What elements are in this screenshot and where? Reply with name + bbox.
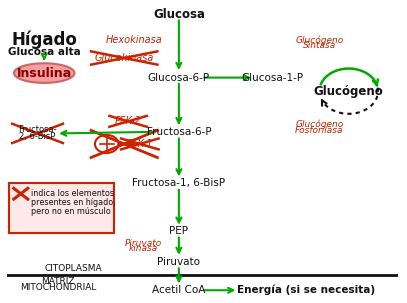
Text: Piruvato: Piruvato: [125, 239, 162, 248]
Text: Fructosa-1, 6-BisP: Fructosa-1, 6-BisP: [132, 178, 225, 188]
Text: Glucosa-6-P: Glucosa-6-P: [148, 73, 210, 83]
Text: Glucógeno: Glucógeno: [295, 120, 344, 129]
Text: presentes en hígado,: presentes en hígado,: [31, 198, 115, 207]
Text: PEP: PEP: [169, 226, 188, 236]
Text: indica los elementos: indica los elementos: [31, 189, 114, 198]
Text: Glucosa-1-P: Glucosa-1-P: [241, 73, 304, 83]
Text: MATRIZ: MATRIZ: [41, 277, 74, 286]
Text: Acetil CoA: Acetil CoA: [152, 285, 206, 295]
Ellipse shape: [14, 63, 74, 83]
Text: Energía (si se necesita): Energía (si se necesita): [237, 285, 376, 295]
Text: Sintasa: Sintasa: [303, 42, 336, 50]
Text: Glucosa alta: Glucosa alta: [8, 47, 81, 57]
Text: Hígado: Hígado: [11, 31, 77, 49]
Text: kinasa: kinasa: [129, 244, 158, 253]
Text: Fructosa-6-P: Fructosa-6-P: [147, 127, 211, 137]
Text: MITOCHONDRIAL: MITOCHONDRIAL: [20, 283, 96, 292]
Text: PFK-1: PFK-1: [127, 139, 153, 149]
Text: CITOPLASMA: CITOPLASMA: [45, 264, 102, 273]
Text: Piruvato: Piruvato: [158, 257, 200, 267]
Text: 2, 6-BisP: 2, 6-BisP: [20, 132, 56, 141]
Text: Hexokinasa: Hexokinasa: [105, 35, 162, 45]
Text: Glucosa: Glucosa: [153, 8, 205, 21]
Text: Insulina: Insulina: [17, 67, 72, 80]
Text: PFK-2: PFK-2: [115, 116, 142, 126]
Text: Fructosa-: Fructosa-: [18, 125, 57, 134]
Text: pero no en músculo: pero no en músculo: [31, 207, 110, 216]
Text: Glucógeno: Glucógeno: [314, 85, 383, 98]
Text: Glucógeno: Glucógeno: [295, 35, 344, 45]
FancyBboxPatch shape: [9, 183, 114, 233]
Text: Fosforilasa: Fosforilasa: [295, 126, 344, 135]
Text: Glucokinasa: Glucokinasa: [94, 53, 154, 63]
